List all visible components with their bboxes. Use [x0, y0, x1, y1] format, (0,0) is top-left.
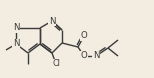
Text: N: N: [93, 51, 99, 61]
Text: O: O: [81, 51, 87, 61]
Text: O: O: [81, 32, 87, 40]
Text: N: N: [13, 23, 19, 33]
Text: N: N: [49, 17, 55, 26]
Text: N: N: [13, 39, 19, 49]
Text: Cl: Cl: [52, 60, 60, 68]
